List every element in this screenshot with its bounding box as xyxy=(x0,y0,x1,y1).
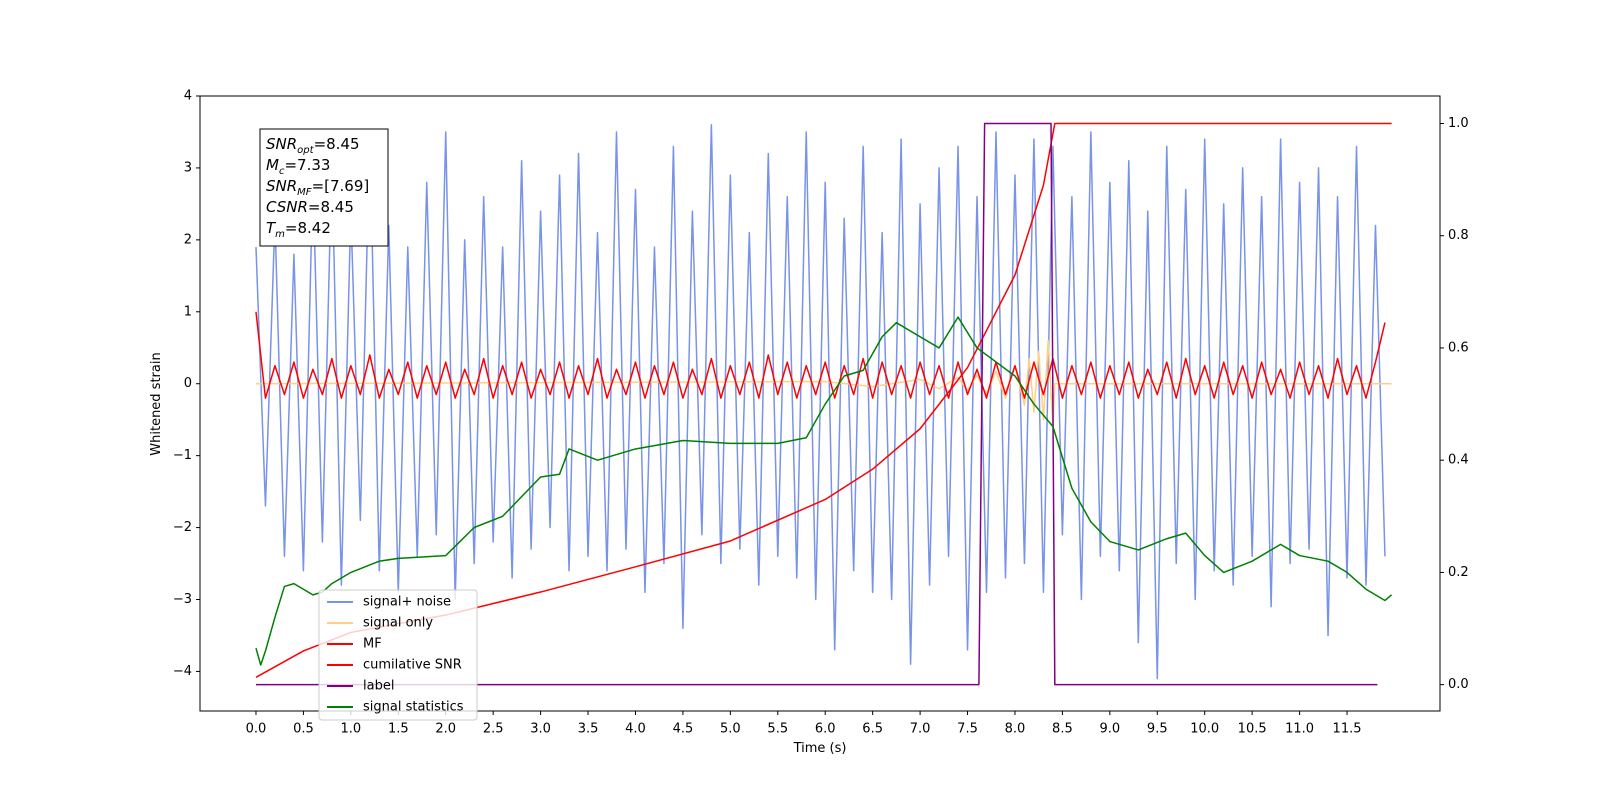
y-tick-label: −3 xyxy=(173,592,192,607)
y2-tick-label: 1.0 xyxy=(1448,116,1469,131)
y-tick-label: 0 xyxy=(184,376,192,391)
legend-box xyxy=(318,589,478,721)
annotation-box xyxy=(259,128,389,247)
series-line xyxy=(255,339,1392,428)
x-tick-label: 3.0 xyxy=(530,722,551,737)
x-tick-label: 4.0 xyxy=(625,722,646,737)
y-axis-label: Whitened strain xyxy=(149,352,164,455)
x-tick-label: 10.0 xyxy=(1190,722,1219,737)
plot-frame xyxy=(199,95,1441,712)
x-tick-label: 8.5 xyxy=(1052,722,1073,737)
x-tick-label: 8.0 xyxy=(1005,722,1026,737)
legend-label: MF xyxy=(363,637,382,652)
x-tick-label: 11.5 xyxy=(1333,722,1362,737)
series-line xyxy=(255,316,1393,666)
annotation-value: =8.42 xyxy=(285,219,331,237)
y2-tick-label: 0.4 xyxy=(1448,453,1469,468)
annotation-symbol: SNR xyxy=(266,135,297,153)
x-tick-label: 2.0 xyxy=(435,722,456,737)
x-tick-label: 9.5 xyxy=(1147,722,1168,737)
legend-label: signal+ noise xyxy=(363,595,451,610)
x-tick-label: 0.5 xyxy=(293,722,314,737)
annotation-symbol: M xyxy=(266,156,279,174)
y-tick-label: −2 xyxy=(173,520,192,535)
x-tick-label: 5.5 xyxy=(767,722,788,737)
y-tick-label: −1 xyxy=(173,448,192,463)
legend-label: signal only xyxy=(363,616,433,631)
annotation-subscript: MF xyxy=(297,187,312,198)
annotation-subscript: c xyxy=(279,166,285,177)
annotation-value: =[7.69] xyxy=(312,177,370,195)
y-tick-label: 3 xyxy=(184,160,192,175)
y-tick-label: 4 xyxy=(184,89,192,104)
y2-tick-label: 0.6 xyxy=(1448,340,1469,355)
annotation-line: Tm=8.42 xyxy=(266,219,331,240)
legend-label: signal statistics xyxy=(363,700,464,715)
series-line xyxy=(255,124,1386,680)
y-tick-label: −4 xyxy=(173,664,192,679)
annotation-line: SNRMF=[7.69] xyxy=(266,177,369,198)
x-axis-label: Time (s) xyxy=(793,741,847,756)
y2-tick-label: 0.8 xyxy=(1448,228,1469,243)
x-tick-label: 3.5 xyxy=(578,722,599,737)
x-tick-label: 5.0 xyxy=(720,722,741,737)
annotation-subscript: opt xyxy=(297,145,314,156)
x-tick-label: 4.5 xyxy=(673,722,694,737)
annotation-line: SNRopt=8.45 xyxy=(266,135,360,156)
x-tick-label: 11.0 xyxy=(1285,722,1314,737)
annotation-symbol: CSNR xyxy=(266,198,308,216)
y2-tick-label: 0.0 xyxy=(1448,677,1469,692)
legend-label: cumilative SNR xyxy=(363,658,462,673)
x-tick-label: 6.5 xyxy=(862,722,883,737)
annotation-value: =8.45 xyxy=(308,198,354,216)
x-tick-label: 0.0 xyxy=(246,722,267,737)
annotation-symbol: T xyxy=(266,219,277,237)
x-tick-label: 6.0 xyxy=(815,722,836,737)
x-tick-label: 1.5 xyxy=(388,722,409,737)
annotation-subscript: m xyxy=(275,229,285,240)
series-line xyxy=(255,311,1386,399)
y-tick-label: 2 xyxy=(184,232,192,247)
y2-tick-label: 0.2 xyxy=(1448,565,1469,580)
x-tick-label: 2.5 xyxy=(483,722,504,737)
legend-label: label xyxy=(363,679,394,694)
annotation-value: =8.45 xyxy=(314,135,360,153)
x-tick-label: 9.0 xyxy=(1099,722,1120,737)
annotation-line: Mc=7.33 xyxy=(266,156,330,177)
x-tick-label: 7.5 xyxy=(957,722,978,737)
series-line xyxy=(255,122,1378,686)
x-tick-label: 1.0 xyxy=(341,722,362,737)
x-tick-label: 10.5 xyxy=(1238,722,1267,737)
x-tick-label: 7.0 xyxy=(910,722,931,737)
annotation-value: =7.33 xyxy=(284,156,330,174)
annotation-line: CSNR=8.45 xyxy=(266,198,354,216)
y-tick-label: 1 xyxy=(184,304,192,319)
annotation-symbol: SNR xyxy=(266,177,297,195)
